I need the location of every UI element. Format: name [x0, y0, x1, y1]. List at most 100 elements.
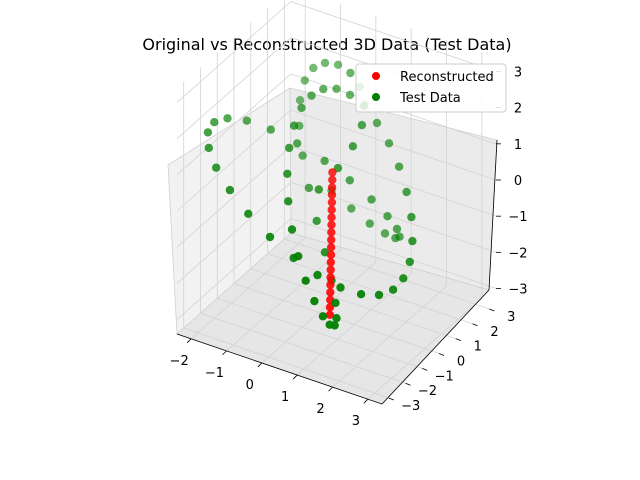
point-reconstructed: [326, 258, 335, 267]
gridline-z: [176, 1, 292, 103]
point-test-data: [392, 224, 402, 234]
point-test-data: [314, 185, 323, 194]
gridline-y: [284, 238, 490, 310]
point-test-data: [284, 197, 293, 206]
point-test-data: [300, 76, 309, 85]
point-reconstructed: [327, 220, 336, 229]
tick-label-z: −2: [508, 246, 527, 261]
tick-y: [405, 382, 411, 386]
point-test-data: [332, 314, 341, 323]
point-test-data: [293, 139, 302, 148]
point-test-data: [383, 212, 392, 221]
point-test-data: [357, 120, 367, 130]
tick-y: [422, 367, 428, 371]
point-test-data: [265, 232, 275, 242]
gridline-y: [267, 253, 473, 325]
point-reconstructed: [326, 280, 335, 289]
tick-label-x: 0: [246, 378, 254, 393]
point-reconstructed: [325, 310, 335, 319]
tick-label-x: −1: [205, 366, 224, 381]
point-test-data: [399, 274, 408, 283]
tick-label-z: −1: [508, 210, 527, 225]
gridline-y: [250, 268, 456, 340]
tick-x: [292, 374, 298, 380]
point-test-data: [320, 58, 330, 68]
legend-marker-test-data: [372, 93, 380, 101]
point-test-data: [285, 143, 294, 153]
gridline-y: [183, 327, 389, 399]
point-test-data: [309, 63, 318, 73]
point-test-data: [372, 118, 382, 128]
gridline-z: [290, 109, 497, 181]
point-test-data: [312, 216, 321, 226]
gridline-z: [290, 218, 497, 289]
tick-label-y: 0: [457, 355, 465, 370]
point-test-data: [320, 156, 329, 166]
point-test-data: [295, 96, 305, 105]
tick-label-z: −3: [508, 283, 527, 298]
tick-label-x: 3: [352, 414, 360, 429]
legend-marker-reconstructed: [372, 72, 380, 80]
point-test-data: [325, 320, 334, 329]
point-reconstructed: [327, 183, 337, 192]
point-test-data: [394, 162, 404, 171]
z-axis-line: [488, 139, 498, 291]
point-test-data: [348, 142, 358, 151]
tick-y: [472, 323, 478, 327]
point-test-data: [319, 84, 328, 94]
point-test-data: [266, 125, 275, 134]
point-test-data: [223, 114, 232, 123]
point-test-data: [333, 60, 343, 69]
point-test-data: [367, 195, 376, 204]
tick-label-y: −1: [435, 369, 454, 384]
gridlines: [176, 0, 497, 400]
tick-x: [363, 398, 369, 404]
gridline-z: [176, 182, 292, 284]
point-test-data: [408, 236, 417, 246]
gridline-z: [290, 181, 497, 253]
point-reconstructed: [326, 288, 335, 297]
tick-x: [186, 338, 192, 344]
tick-label-y: 2: [490, 325, 498, 340]
scatter-markers: [203, 58, 417, 330]
point-test-data: [402, 187, 411, 197]
tick-label-x: 1: [281, 390, 289, 405]
tick-x: [257, 362, 263, 368]
point-test-data: [331, 298, 340, 308]
y-axis-line: [381, 289, 490, 405]
tick-label-y: −3: [401, 399, 420, 414]
tick-label-z: 3: [514, 65, 522, 80]
point-test-data: [212, 163, 221, 172]
tick-x: [222, 350, 227, 356]
point-reconstructed: [326, 243, 336, 252]
point-test-data: [203, 128, 213, 137]
tick-y: [489, 308, 495, 312]
point-reconstructed: [326, 265, 335, 274]
point-test-data: [313, 270, 322, 280]
point-reconstructed: [327, 205, 336, 214]
point-test-data: [244, 209, 253, 218]
point-test-data: [384, 139, 394, 148]
point-test-data: [307, 91, 316, 100]
point-test-data: [225, 185, 235, 195]
tick-label-y: −2: [418, 384, 437, 399]
tick-label-x: 2: [316, 402, 324, 417]
tick-label-y: 3: [507, 310, 515, 325]
gridline-z: [176, 145, 292, 248]
point-test-data: [242, 116, 251, 125]
point-test-data: [345, 90, 355, 100]
point-test-data: [347, 204, 356, 213]
point-reconstructed: [327, 213, 336, 222]
point-reconstructed: [328, 175, 337, 185]
tick-x: [328, 386, 333, 392]
tick-y: [388, 397, 394, 401]
point-test-data: [388, 285, 398, 294]
point-test-data: [365, 219, 374, 228]
point-reconstructed: [326, 250, 336, 259]
point-test-data: [332, 84, 341, 94]
point-test-data: [294, 252, 303, 261]
tick-label-x: −2: [170, 354, 189, 369]
tick-y: [438, 353, 445, 356]
